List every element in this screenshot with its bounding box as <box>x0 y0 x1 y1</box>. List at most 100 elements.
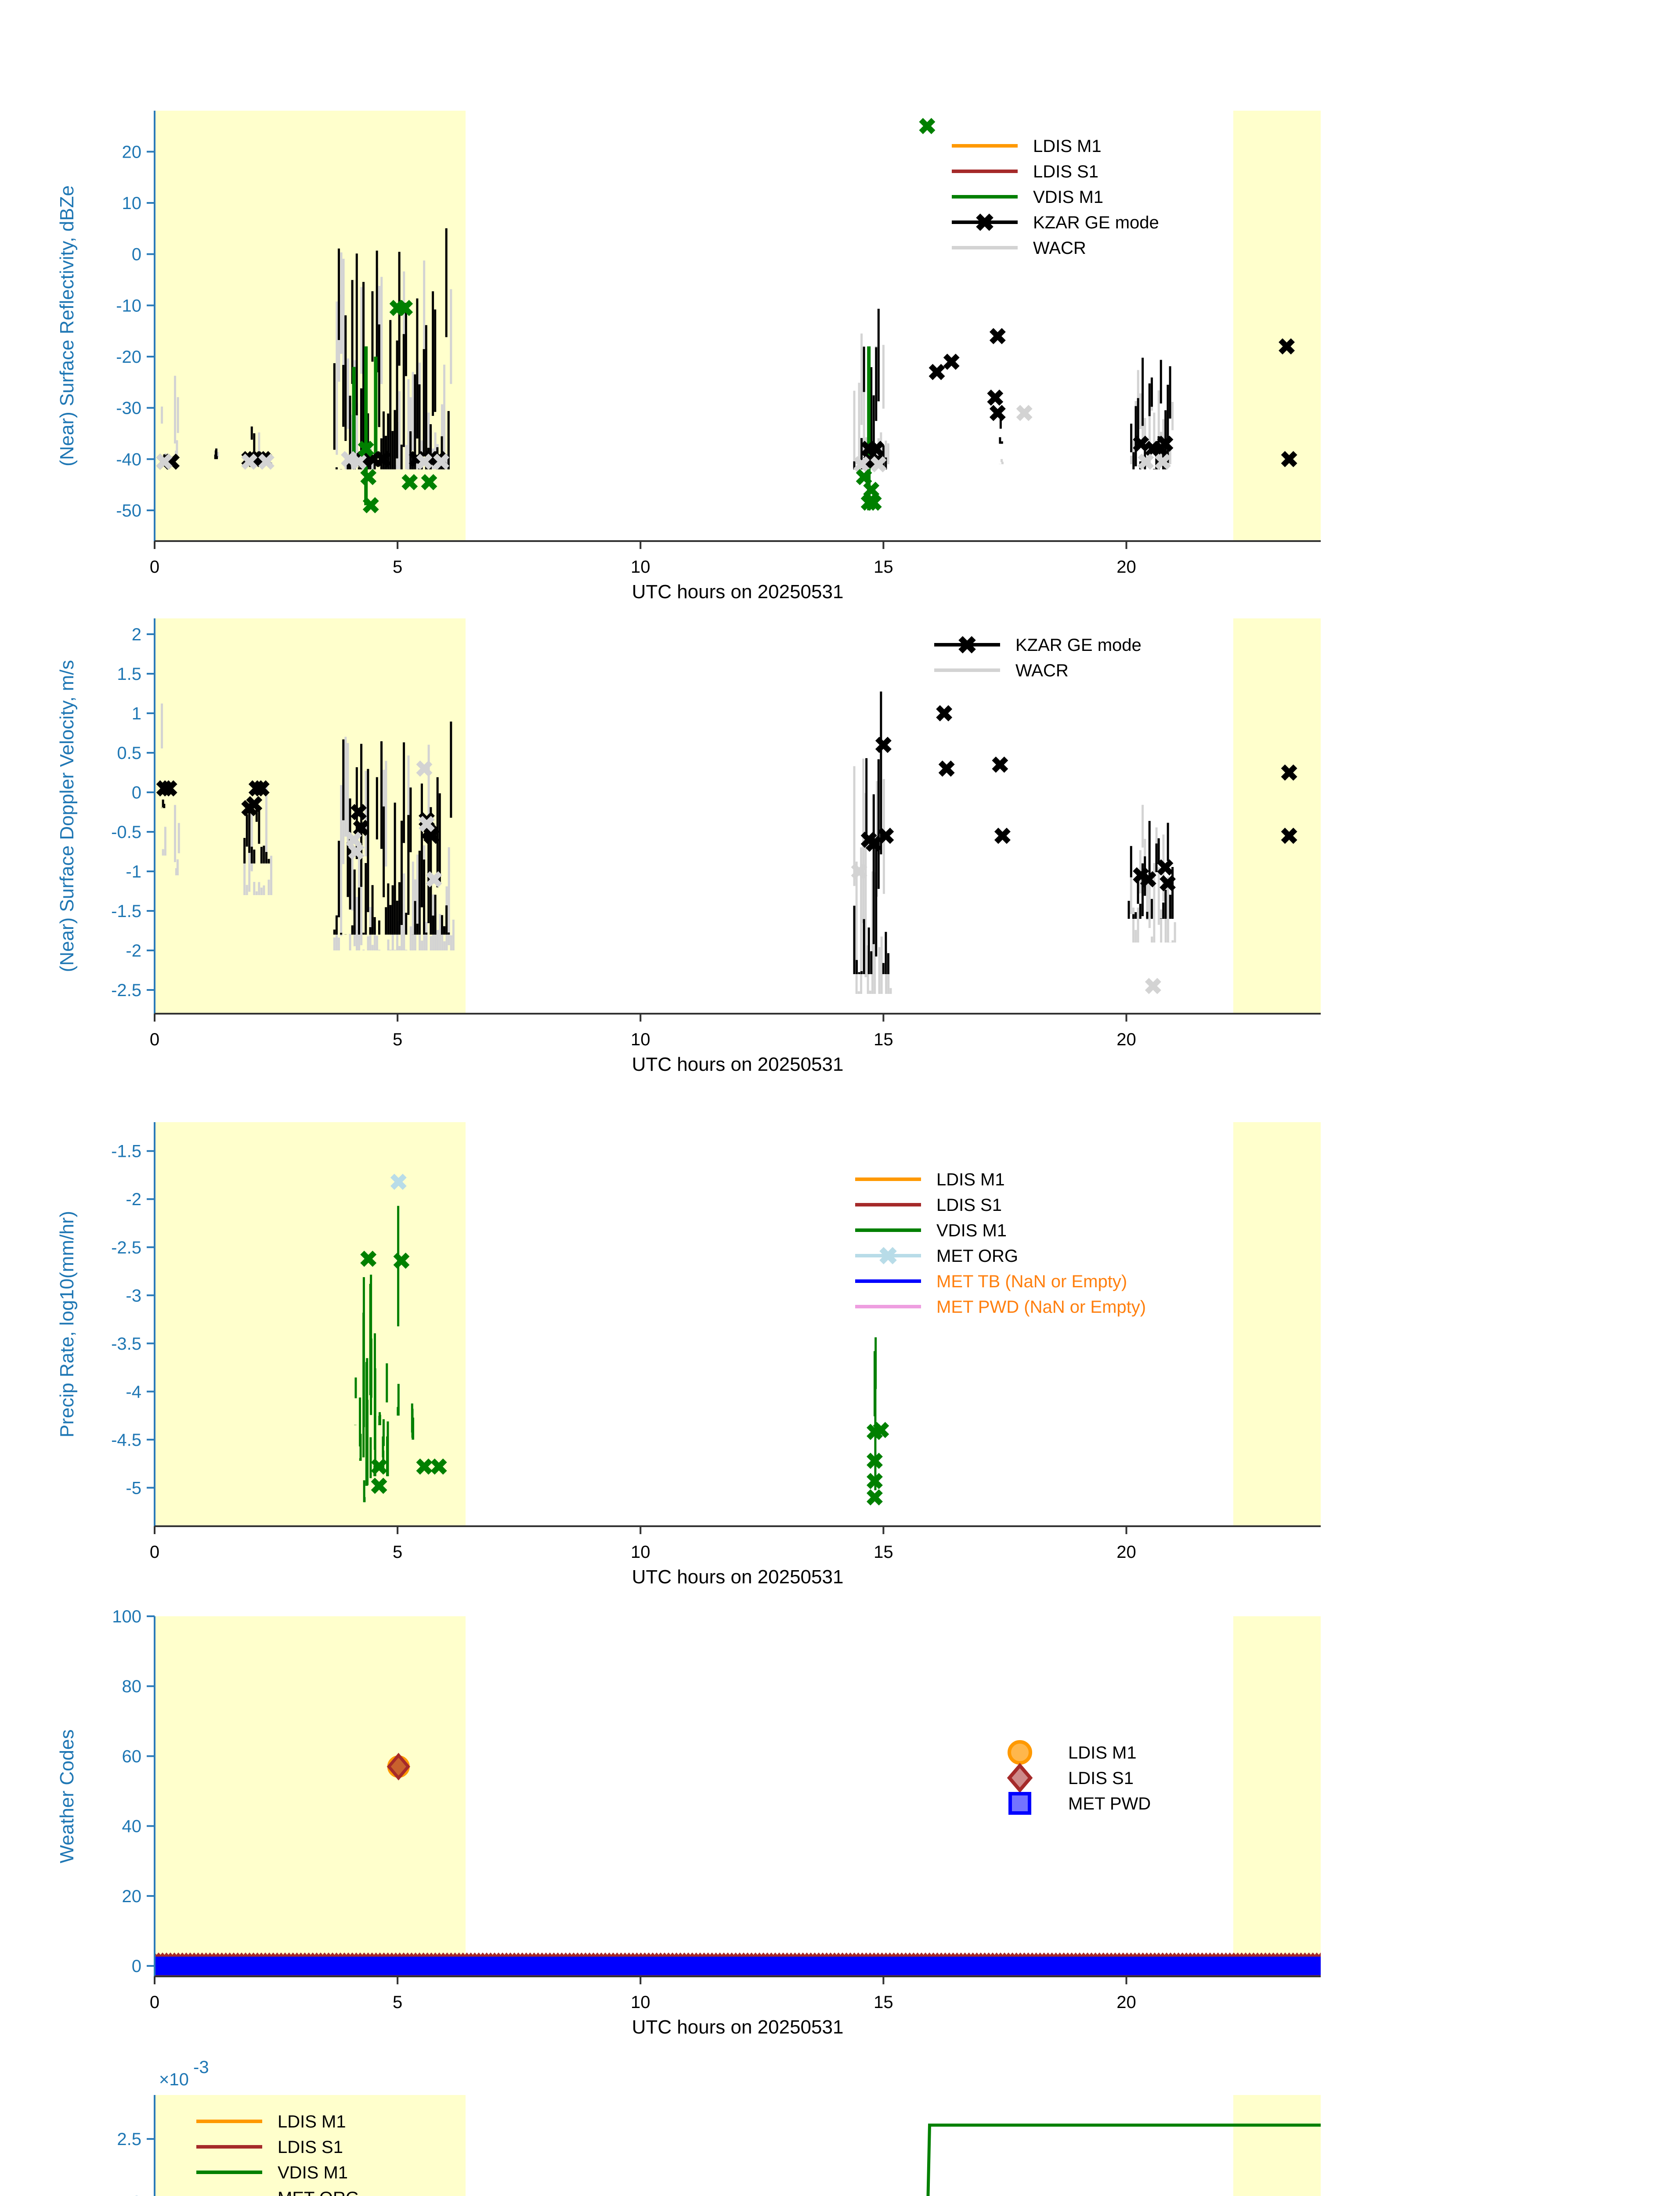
data-marker-x <box>863 481 880 498</box>
legend-item-met-org[interactable]: MET ORG <box>196 2189 359 2196</box>
markers-kzar-ge-mode <box>156 705 1297 892</box>
markers-kzar-ge-mode <box>156 328 1297 470</box>
panel2-plot-area <box>156 691 1297 994</box>
data-marker-x <box>867 1473 883 1489</box>
panel5-plot-area <box>926 2124 1321 2196</box>
legend-item-vdis-m1[interactable]: VDIS M1 <box>952 188 1103 207</box>
legend-label: MET ORG <box>936 1246 1018 1266</box>
panel3-plot-area <box>354 1174 889 1506</box>
legend-item-ldis-m1[interactable]: LDIS M1 <box>196 2112 346 2131</box>
data-marker-x <box>251 451 267 467</box>
legend-item-ldis-m1[interactable]: LDIS M1 <box>952 137 1102 156</box>
legend-item-ldis-s1[interactable]: LDIS S1 <box>196 2138 343 2157</box>
legend-item-ldis-s1[interactable]: LDIS S1 <box>855 1196 1002 1215</box>
legend-item-wacr[interactable]: WACR <box>934 661 1069 680</box>
markers-vdis-m1 <box>360 1250 889 1506</box>
data-marker-x <box>870 456 887 473</box>
legend-item-ldis-m1[interactable]: LDIS M1 <box>1008 1740 1137 1765</box>
data-marker-x <box>416 1458 433 1475</box>
series-trace-kzar-ge-mode <box>161 691 1174 974</box>
data-marker-x <box>1279 338 1295 355</box>
x-axis-label: UTC hours on 20250531 <box>632 581 844 603</box>
legend-item-ldis-m1[interactable]: LDIS M1 <box>855 1170 1005 1189</box>
data-marker-x <box>371 1477 387 1494</box>
data-marker-x <box>375 451 391 467</box>
legend-item-met-pwd[interactable]: MET PWD <box>1008 1792 1151 1815</box>
y-tick-label: -3.5 <box>111 1334 141 1354</box>
panel1-legend: LDIS M1 LDIS S1 VDIS M1 KZAR GE mode WACR <box>952 137 1159 258</box>
legend-item-wacr[interactable]: WACR <box>952 238 1086 258</box>
panel2-group: 2 1.5 1 0.5 0 -0.5 -1 -1.5 -2 -2.5 0 5 10 15 20 UTC hou… <box>56 618 1321 1075</box>
y-tick-label: 2 <box>132 625 141 644</box>
legend-item-met-pwd-nan-or-empty-[interactable]: MET PWD (NaN or Empty) <box>855 1297 1146 1317</box>
y-tick-label: 80 <box>122 1677 142 1696</box>
data-marker-x <box>976 213 994 231</box>
data-marker-x <box>358 441 374 457</box>
y-tick-label: -3 <box>126 1286 141 1305</box>
legend-item-vdis-m1[interactable]: VDIS M1 <box>855 1221 1007 1240</box>
panel1-plot-area <box>156 118 1297 513</box>
legend-item-ldis-s1[interactable]: LDIS S1 <box>952 162 1098 181</box>
x-tick-label: 10 <box>631 557 650 577</box>
data-marker-x <box>989 405 1006 421</box>
legend-item-vdis-m1[interactable]: VDIS M1 <box>196 2163 348 2182</box>
y-tick-label: -1.5 <box>111 902 141 921</box>
legend-item-met-org[interactable]: MET ORG <box>855 1246 1018 1266</box>
y-tick-label: -10 <box>116 296 141 315</box>
markers-wacr <box>156 405 1171 473</box>
data-marker-x <box>408 451 425 467</box>
data-marker-x <box>256 451 272 467</box>
data-marker-x <box>860 831 877 848</box>
x-tick-label: 5 <box>393 1993 402 2012</box>
data-marker-x <box>1145 441 1161 457</box>
panel3-legend: LDIS M1 LDIS S1 VDIS M1 MET ORG MET TB (NaN … <box>855 1170 1146 1317</box>
data-marker-x <box>350 453 367 470</box>
legend-label: WACR <box>1015 661 1069 680</box>
data-marker-x <box>421 474 437 491</box>
y-tick-label: -40 <box>116 450 141 469</box>
legend-item-kzar-ge-mode[interactable]: KZAR GE mode <box>952 213 1159 232</box>
data-marker-x <box>156 780 173 797</box>
y-tick-label: -2 <box>126 1190 141 1209</box>
shaded-span-1 <box>1233 2095 1321 2196</box>
data-marker-x <box>389 300 406 316</box>
legend-item-met-tb-nan-or-empty-[interactable]: MET TB (NaN or Empty) <box>855 1272 1127 1291</box>
data-marker-x <box>156 453 173 470</box>
legend-label: MET PWD <box>1068 1794 1151 1813</box>
shaded-span-0 <box>155 111 466 541</box>
y-tick-label: 0 <box>132 245 141 264</box>
data-marker-x <box>865 835 882 852</box>
data-marker-x <box>360 469 377 485</box>
shaded-span-0 <box>155 2095 466 2196</box>
y-tick-label: 20 <box>122 142 142 162</box>
x-tick-label: 15 <box>874 1993 893 2012</box>
legend-item-kzar-ge-mode[interactable]: KZAR GE mode <box>934 636 1142 655</box>
markers-met-org <box>390 1174 407 1190</box>
y-tick-label: -5 <box>126 1478 141 1498</box>
data-marker-x <box>1157 435 1174 452</box>
markers-ldis-s1 <box>387 1752 410 1781</box>
panel4-group: 0 20 40 60 80 100 0 5 10 15 20 UTC hours on 2025053… <box>56 1607 1321 2038</box>
legend-item-ldis-s1[interactable]: LDIS S1 <box>1007 1763 1134 1793</box>
shaded-span-0 <box>155 1122 466 1526</box>
x-tick-label: 20 <box>1116 557 1136 577</box>
shaded-span-0 <box>155 1616 466 1976</box>
data-marker-x <box>1016 405 1033 421</box>
y-tick-label: 0 <box>132 783 141 802</box>
x-tick-label: 0 <box>150 1993 159 2012</box>
y-tick-label: -0.5 <box>111 823 141 842</box>
y-tick-label: 60 <box>122 1747 142 1766</box>
data-marker-x <box>860 495 877 511</box>
data-marker-x <box>878 827 894 844</box>
data-marker-x <box>156 453 173 470</box>
data-marker-x <box>868 453 885 470</box>
y-tick-label: -4 <box>126 1382 141 1401</box>
baseline-band-met-pwd <box>155 1957 1321 1976</box>
data-marker-x <box>253 780 270 797</box>
data-marker-x <box>355 451 372 467</box>
data-marker-x <box>1281 764 1297 781</box>
shaded-span-0 <box>155 618 466 1014</box>
